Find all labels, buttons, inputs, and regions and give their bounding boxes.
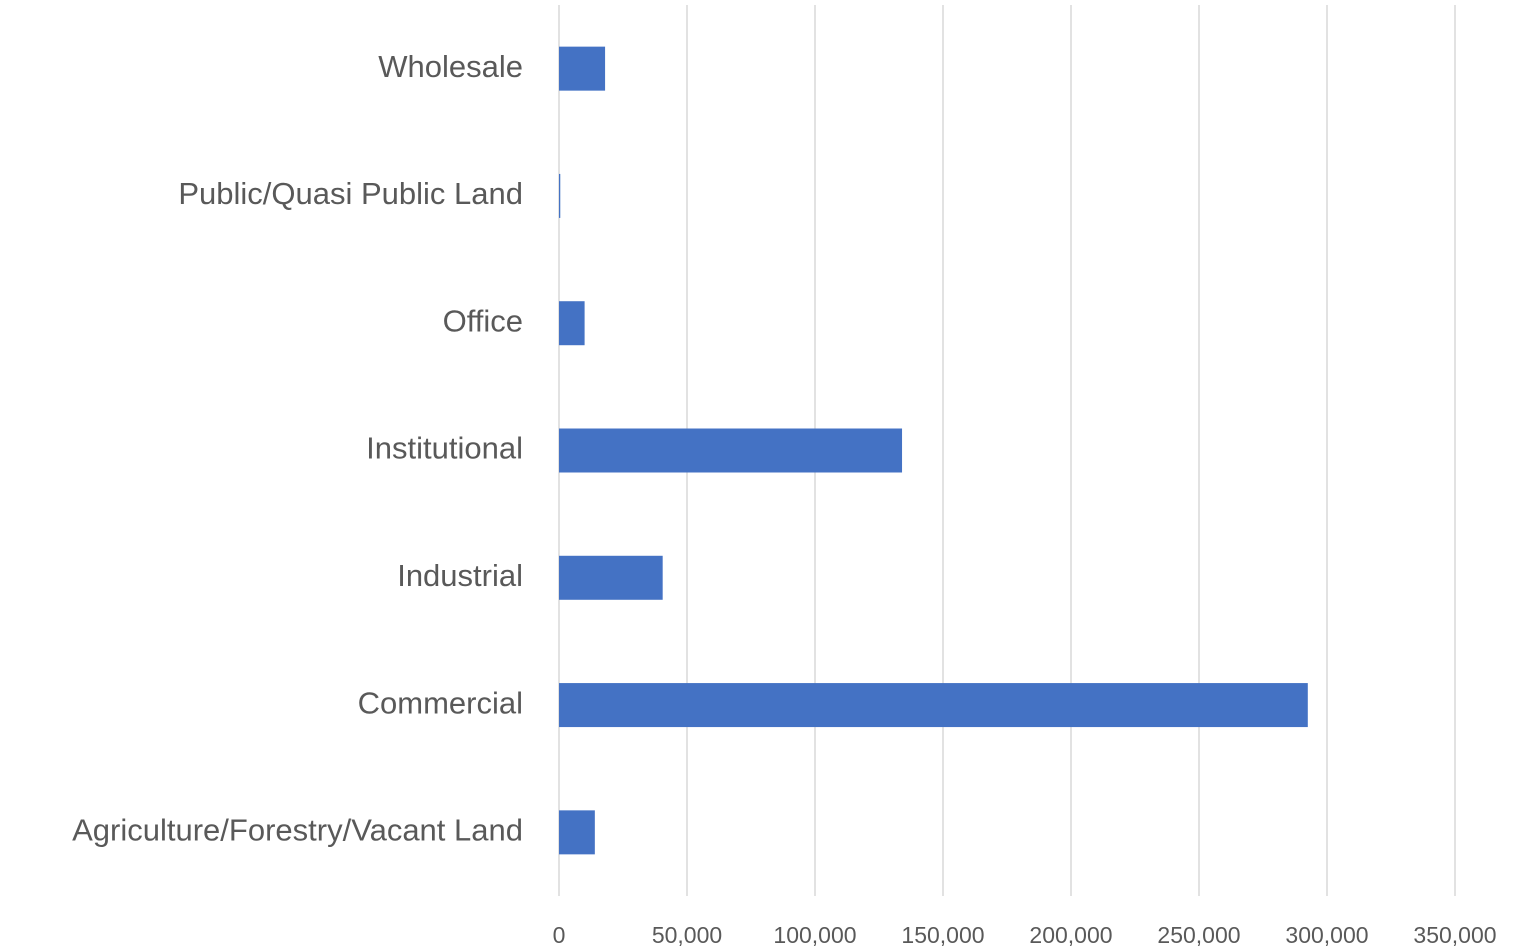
bar xyxy=(559,810,595,855)
x-tick-label: 300,000 xyxy=(1285,922,1368,948)
y-tick-label: Public/Quasi Public Land xyxy=(178,176,523,211)
bar xyxy=(559,301,585,346)
x-tick-label: 250,000 xyxy=(1157,922,1240,948)
x-tick-label: 0 xyxy=(553,922,566,948)
y-tick-label: Agriculture/Forestry/Vacant Land xyxy=(72,813,523,848)
y-tick-label: Commercial xyxy=(358,685,523,720)
y-tick-label: Office xyxy=(443,303,523,338)
y-tick-label: Wholesale xyxy=(378,49,523,84)
bar xyxy=(559,46,606,91)
y-tick-label: Institutional xyxy=(366,431,523,466)
x-tick-label: 350,000 xyxy=(1413,922,1496,948)
bar xyxy=(559,683,1308,728)
y-tick-label: Industrial xyxy=(397,558,523,593)
bar xyxy=(559,173,561,218)
x-tick-label: 150,000 xyxy=(901,922,984,948)
bar xyxy=(559,555,663,600)
bar xyxy=(559,428,903,473)
x-tick-label: 100,000 xyxy=(773,922,856,948)
x-tick-label: 200,000 xyxy=(1029,922,1112,948)
x-tick-label: 50,000 xyxy=(652,922,722,948)
